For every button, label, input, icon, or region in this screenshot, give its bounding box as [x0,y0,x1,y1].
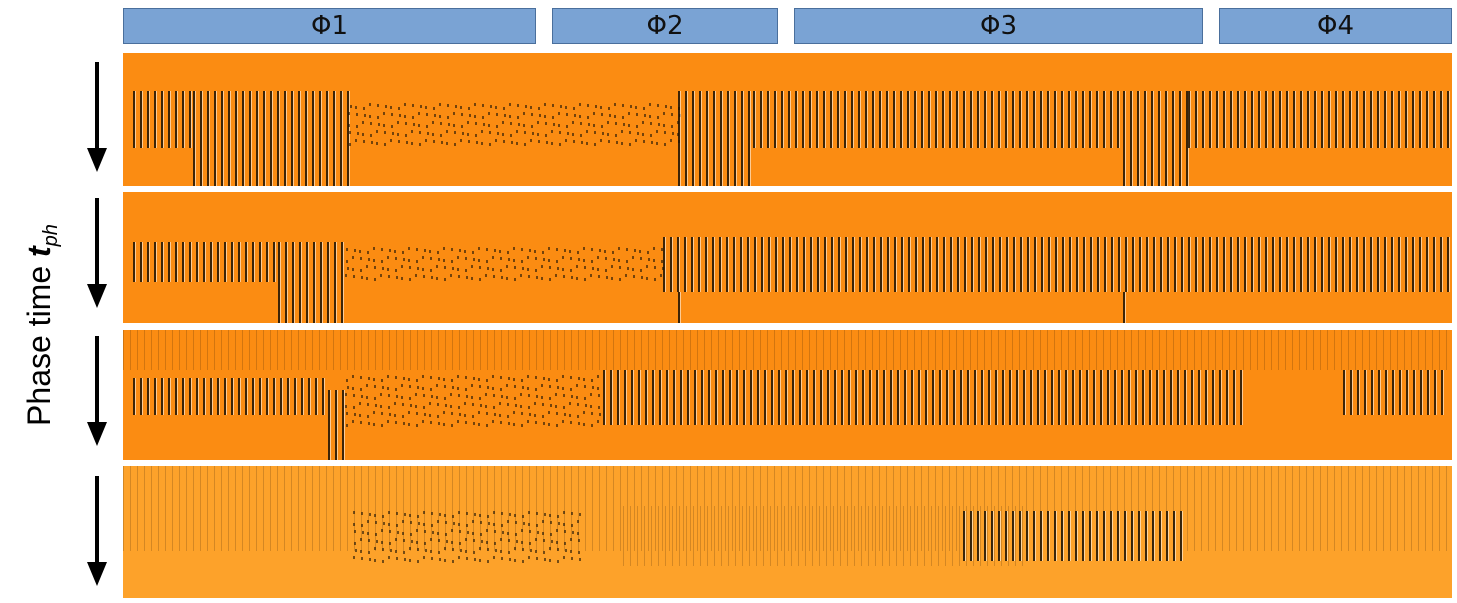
stripe-band [348,103,681,146]
stripe-band [603,370,1243,425]
stripe-band [345,375,601,427]
stripe-band [1123,292,1126,323]
phase-label-4: Φ4 [1219,8,1452,44]
y-axis-label-text: Phase time [20,256,57,426]
phase-label-3: Φ3 [794,8,1203,44]
stripe-band [123,330,1447,370]
activity-panel-3-graphic [123,330,1452,460]
stripe-band [678,292,681,323]
stripe-band [353,511,581,563]
stripe-band [345,247,664,281]
stripe-band [123,466,1447,551]
time-arrow-4 [87,476,107,586]
stripe-band [1343,370,1444,415]
stripe-band [678,91,751,186]
activity-panel-2-graphic [123,192,1452,323]
stripe-band [328,390,345,460]
stripe-band [963,511,1183,561]
stripe-band [1188,91,1450,148]
stripe-band [193,91,350,186]
activity-panel-1 [123,53,1452,186]
y-axis-label-subscript: ph [40,224,63,247]
stripe-band [623,506,1023,566]
activity-panel-4 [123,466,1452,598]
time-arrow-3 [87,336,107,446]
y-axis-label: Phase time tph [21,224,63,426]
stripe-band [1123,91,1189,186]
stripe-band [133,91,192,148]
y-axis-label-symbol: t [20,246,57,257]
activity-panel-3 [123,330,1452,460]
phase-label-2: Φ2 [552,8,778,44]
time-arrow-1 [87,62,107,172]
phase-label-1: Φ1 [123,8,536,44]
time-arrow-2 [87,198,107,308]
stripe-band [133,378,325,415]
stripe-band [278,242,344,323]
activity-panel-4-graphic [123,466,1452,598]
stripe-band [663,237,1450,292]
stripe-band [753,91,1120,148]
stripe-band [133,242,276,282]
panel-background [123,466,1452,598]
activity-panel-2 [123,192,1452,323]
activity-panel-1-graphic [123,53,1452,186]
